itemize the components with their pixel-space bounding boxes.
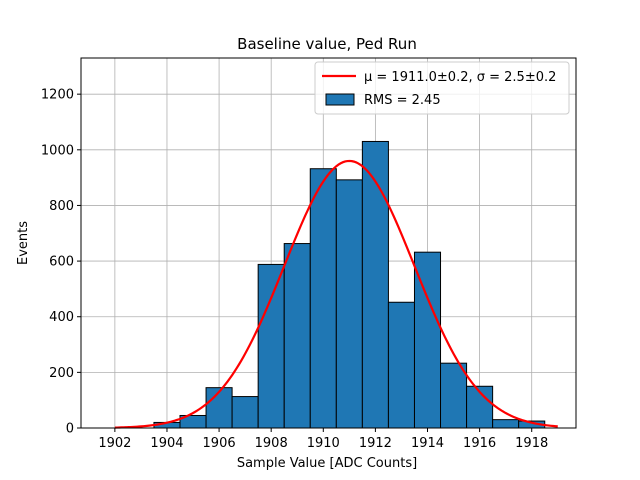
- histogram-bar: [257, 263, 285, 429]
- x-tick-label: 1916: [463, 436, 496, 451]
- x-tick-label: 1910: [307, 436, 340, 451]
- legend-hist-swatch: [325, 93, 355, 106]
- histogram-bar: [440, 362, 468, 429]
- legend-box: [314, 61, 570, 115]
- chart-title: Baseline value, Ped Run: [237, 35, 417, 53]
- y-tick-label: 800: [49, 199, 74, 214]
- x-tick-label: 1908: [255, 436, 288, 451]
- histogram-bar: [309, 168, 337, 429]
- legend-hist-label: RMS = 2.45: [364, 93, 441, 108]
- x-axis-label: Sample Value [ADC Counts]: [237, 456, 417, 471]
- histogram-bar: [231, 396, 259, 429]
- y-tick-label: 200: [49, 366, 74, 381]
- y-axis-label: Events: [16, 221, 31, 265]
- legend: μ = 1911.0±0.2, σ = 2.5±0.2 RMS = 2.45: [314, 61, 570, 115]
- histogram-bar: [335, 179, 363, 429]
- y-tick-label: 400: [49, 310, 74, 325]
- y-axis-ticks: 0 200 400 600 800 1000 1200: [41, 88, 81, 437]
- gaussian-fit-line: [114, 159, 558, 429]
- histogram-bars: [153, 140, 546, 429]
- x-tick-label: 1912: [359, 436, 392, 451]
- y-tick-label: 1000: [41, 143, 74, 158]
- histogram-bar: [283, 243, 311, 429]
- histogram-bar: [413, 251, 442, 429]
- x-tick-label: 1902: [98, 436, 131, 451]
- histogram-bar: [492, 419, 520, 429]
- legend-fit-label: μ = 1911.0±0.2, σ = 2.5±0.2: [364, 70, 556, 85]
- y-tick-label: 0: [66, 422, 74, 437]
- histogram-bar: [387, 301, 415, 429]
- y-tick-label: 1200: [41, 88, 74, 103]
- histogram-bar: [361, 140, 389, 429]
- histogram-bar: [205, 387, 233, 429]
- plot-frame: [80, 57, 577, 429]
- x-tick-label: 1906: [203, 436, 236, 451]
- x-tick-label: 1914: [411, 436, 444, 451]
- y-tick-label: 600: [49, 255, 74, 270]
- x-axis-ticks: 1902 1904 1906 1908 1910 1912 1914 1916 1918: [98, 428, 548, 451]
- x-tick-label: 1918: [515, 436, 548, 451]
- x-tick-label: 1904: [150, 436, 183, 451]
